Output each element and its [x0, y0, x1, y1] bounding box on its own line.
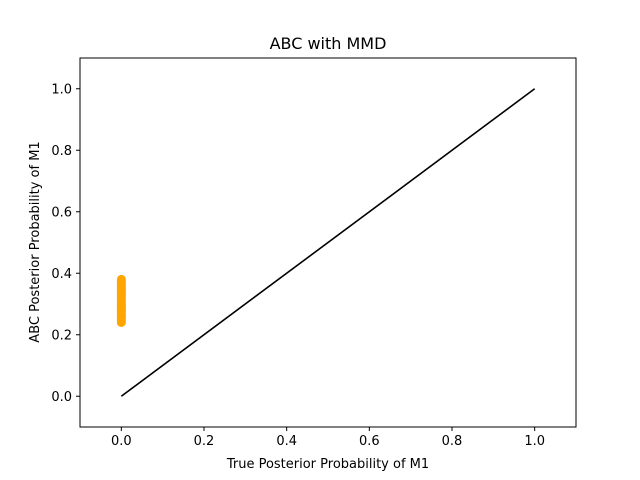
x-tick-label: 0.0 [111, 434, 132, 449]
y-tick-label: 1.0 [51, 82, 72, 97]
scatter-point [116, 311, 126, 321]
chart-title: ABC with MMD [270, 34, 387, 53]
scatter-point [116, 302, 126, 312]
y-axis-ticks: 0.0 0.2 0.4 0.6 0.8 1.0 [51, 82, 80, 405]
scatter-point [116, 290, 126, 300]
y-axis-label: ABC Posterior Probability of M1 [28, 141, 43, 342]
y-tick-label: 0.4 [51, 267, 72, 282]
x-tick-label: 0.2 [194, 434, 215, 449]
identity-line [120, 88, 536, 397]
y-tick-label: 0.6 [51, 205, 72, 220]
identity-line-layer [120, 88, 536, 397]
x-tick-label: 0.4 [276, 434, 297, 449]
scatter-point [116, 274, 126, 284]
scatter-points [116, 274, 126, 327]
y-tick-label: 0.2 [51, 328, 72, 343]
plot-frame [79, 57, 577, 428]
y-tick-label: 0.0 [51, 390, 72, 405]
x-tick-label: 0.6 [359, 434, 380, 449]
x-axis-ticks: 0.0 0.2 0.4 0.6 0.8 1.0 [111, 427, 545, 449]
x-tick-label: 1.0 [524, 434, 545, 449]
y-tick-label: 0.8 [51, 144, 72, 159]
x-axis-label: True Posterior Probability of M1 [226, 457, 429, 472]
x-tick-label: 0.8 [442, 434, 463, 449]
